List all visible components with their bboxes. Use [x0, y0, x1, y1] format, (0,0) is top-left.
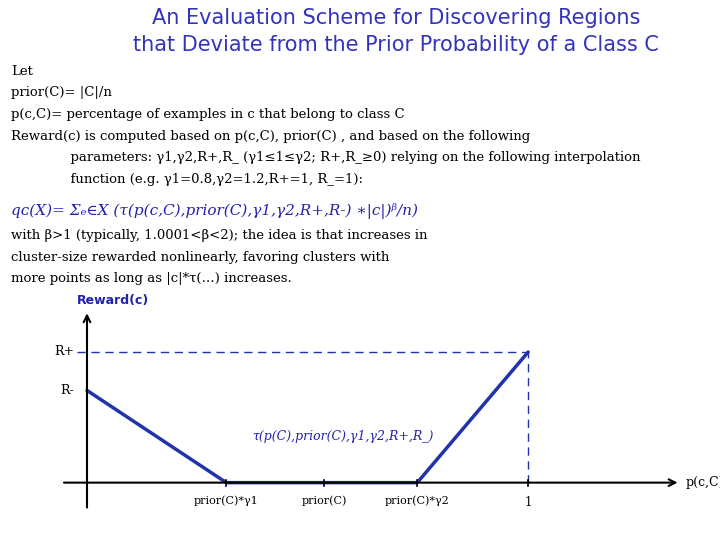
Text: R+: R+ [54, 346, 74, 359]
Text: Let: Let [11, 65, 32, 78]
Text: parameters: γ1,γ2,R+,R_ (γ1≤1≤γ2; R+,R_≥0) relying on the following interpolatio: parameters: γ1,γ2,R+,R_ (γ1≤1≤γ2; R+,R_≥… [11, 151, 640, 164]
Text: with β>1 (typically, 1.0001<β<2); the idea is that increases in: with β>1 (typically, 1.0001<β<2); the id… [11, 229, 427, 242]
Text: An Evaluation Scheme for Discovering Regions: An Evaluation Scheme for Discovering Reg… [152, 8, 640, 28]
Text: p(c,C)= percentage of examples in c that belong to class C: p(c,C)= percentage of examples in c that… [11, 108, 405, 121]
Text: function (e.g. γ1=0.8,γ2=1.2,R+=1, R_=1):: function (e.g. γ1=0.8,γ2=1.2,R+=1, R_=1)… [11, 173, 363, 186]
Text: qᴄ(X)= Σₑ∈X (τ(p(c,C),prior(C),γ1,γ2,R+,R-) ∗|c|)ᵝ/n): qᴄ(X)= Σₑ∈X (τ(p(c,C),prior(C),γ1,γ2,R+,… [11, 203, 418, 219]
Text: more points as long as |c|*τ(…) increases.: more points as long as |c|*τ(…) increase… [11, 272, 292, 285]
Text: prior(C)*γ2: prior(C)*γ2 [385, 496, 449, 507]
Text: prior(C)= |C|/n: prior(C)= |C|/n [11, 86, 112, 99]
Text: Reward(c) is computed based on p(c,C), prior(C) , and based on the following: Reward(c) is computed based on p(c,C), p… [11, 130, 530, 143]
Text: Reward(c): Reward(c) [77, 294, 149, 307]
Text: that Deviate from the Prior Probability of a Class C: that Deviate from the Prior Probability … [133, 35, 659, 55]
Text: R-: R- [60, 384, 74, 397]
Text: prior(C)*γ1: prior(C)*γ1 [194, 496, 258, 507]
Text: τ(p(C),prior(C),γ1,γ2,R+,R_): τ(p(C),prior(C),γ1,γ2,R+,R_) [252, 430, 433, 443]
Text: prior(C): prior(C) [302, 496, 347, 507]
Text: cluster-size rewarded nonlinearly, favoring clusters with: cluster-size rewarded nonlinearly, favor… [11, 251, 390, 264]
Text: p(c,C): p(c,C) [685, 476, 720, 489]
Text: 1: 1 [524, 496, 532, 509]
